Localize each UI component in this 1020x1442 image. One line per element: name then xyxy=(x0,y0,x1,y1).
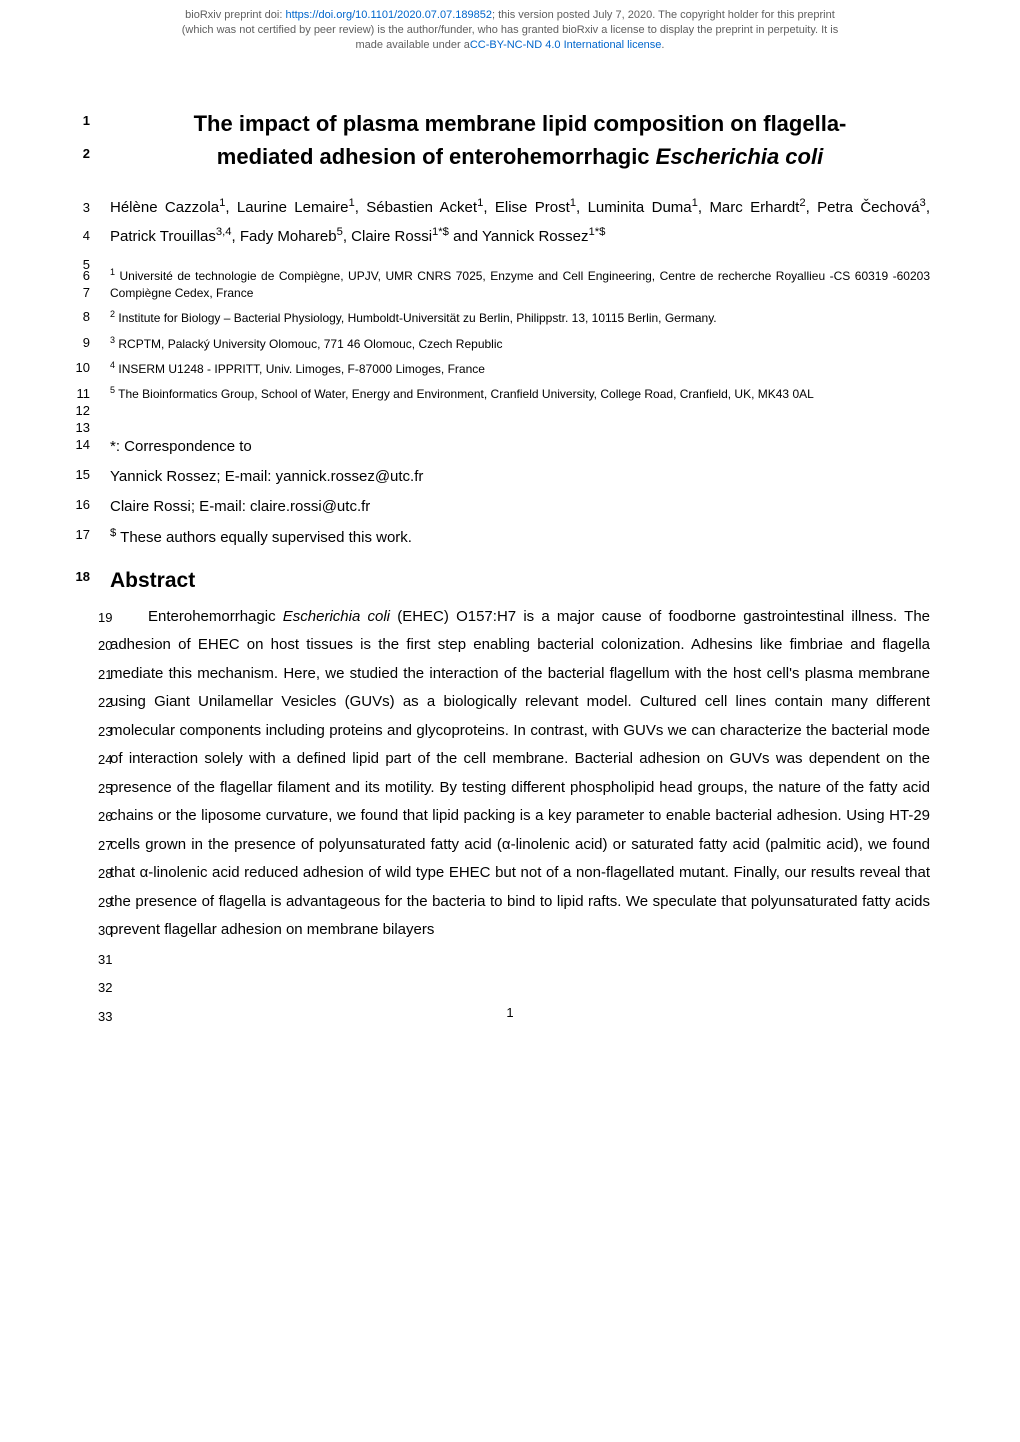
affil-text: Université de technologie de Compiègne, … xyxy=(110,269,930,300)
correspondence-contact-1: 15 Yannick Rossez; E-mail: yannick.rosse… xyxy=(110,462,930,492)
affiliation-3: 9 3 RCPTM, Palacký University Olomouc, 7… xyxy=(110,334,930,353)
notice-line1-prefix: bioRxiv preprint doi: xyxy=(185,9,285,21)
line-number: 1 xyxy=(60,111,90,131)
correspondence-section: 14 *: Correspondence to 15 Yannick Rosse… xyxy=(110,432,930,553)
line-number: 8 xyxy=(60,308,90,327)
affiliation-1: 6 7 1 Université de technologie de Compi… xyxy=(110,266,930,303)
affil-num: 3 xyxy=(110,335,115,345)
line-number: 25 xyxy=(60,777,90,802)
author-list: 3 4 5 Hélène Cazzola1, Laurine Lemaire1,… xyxy=(110,193,930,252)
affil-text: INSERM U1248 - IPPRITT, Univ. Limoges, F… xyxy=(118,362,485,376)
title-italic: Escherichia coli xyxy=(656,144,824,169)
line-number: 3 xyxy=(60,196,90,221)
line-number: 16 xyxy=(60,492,90,518)
correspondence-contact-2: 16 Claire Rossi; E-mail: claire.rossi@ut… xyxy=(110,492,930,522)
page-content: 1 2 The impact of plasma membrane lipid … xyxy=(0,57,1020,985)
title-line1: The impact of plasma membrane lipid comp… xyxy=(194,111,847,136)
line-number: 9 xyxy=(60,334,90,353)
affil-num: 4 xyxy=(110,360,115,370)
affiliation-2: 8 2 Institute for Biology – Bacterial Ph… xyxy=(110,308,930,327)
abstract-heading: 18 Abstract xyxy=(110,569,930,593)
line-number: 21 xyxy=(60,663,90,688)
notice-line3-prefix: made available under a xyxy=(356,39,470,51)
notice-line3-suffix: . xyxy=(661,39,664,51)
affil-text: Institute for Biology – Bacterial Physio… xyxy=(118,311,716,325)
line-number: 32 xyxy=(60,976,90,1001)
title-line2-prefix: mediated adhesion of enterohemorrhagic xyxy=(217,144,656,169)
line-number: 29 xyxy=(60,891,90,916)
page-number: 1 xyxy=(0,985,1020,1040)
line-number: 20 xyxy=(60,634,90,659)
paper-title: 1 2 The impact of plasma membrane lipid … xyxy=(110,107,930,173)
affil-text: The Bioinformatics Group, School of Wate… xyxy=(118,387,814,401)
affil-num: 2 xyxy=(110,309,115,319)
doi-link[interactable]: https://doi.org/10.1101/2020.07.07.18985… xyxy=(285,9,492,21)
affil-text: RCPTM, Palacký University Olomouc, 771 4… xyxy=(118,337,502,351)
affil-num: 1 xyxy=(110,267,115,277)
line-number: 7 xyxy=(60,284,90,303)
line-number: 18 xyxy=(60,569,90,584)
line-number: 27 xyxy=(60,834,90,859)
line-number: 30 xyxy=(60,919,90,944)
line-number: 2 xyxy=(60,144,90,164)
correspondence-label: 14 *: Correspondence to xyxy=(110,432,930,462)
line-number: 24 xyxy=(60,748,90,773)
affiliation-5: 11 12 13 5 The Bioinformatics Group, Sch… xyxy=(110,384,930,417)
line-number: 17 xyxy=(60,522,90,548)
line-number: 22 xyxy=(60,691,90,716)
affiliation-4: 10 4 INSERM U1248 - IPPRITT, Univ. Limog… xyxy=(110,359,930,378)
line-number: 10 xyxy=(60,359,90,378)
line-number: 31 xyxy=(60,948,90,973)
license-link[interactable]: CC-BY-NC-ND 4.0 International license xyxy=(470,39,662,51)
affil-num: 5 xyxy=(110,385,115,395)
line-number: 14 xyxy=(60,432,90,458)
line-number: 33 xyxy=(60,1005,90,1030)
line-number: 28 xyxy=(60,862,90,887)
notice-line2: (which was not certified by peer review)… xyxy=(182,24,838,36)
line-number: 4 xyxy=(60,224,90,249)
preprint-notice: bioRxiv preprint doi: https://doi.org/10… xyxy=(0,0,1020,57)
notice-line1-suffix: ; this version posted July 7, 2020. The … xyxy=(492,9,835,21)
line-number: 23 xyxy=(60,720,90,745)
equal-contribution-note: 17 $ These authors equally supervised th… xyxy=(110,522,930,553)
line-number: 26 xyxy=(60,805,90,830)
line-number: 19 xyxy=(60,606,90,631)
line-number: 15 xyxy=(60,462,90,488)
abstract-body: Enterohemorrhagic Escherichia coli (EHEC… xyxy=(110,603,930,945)
